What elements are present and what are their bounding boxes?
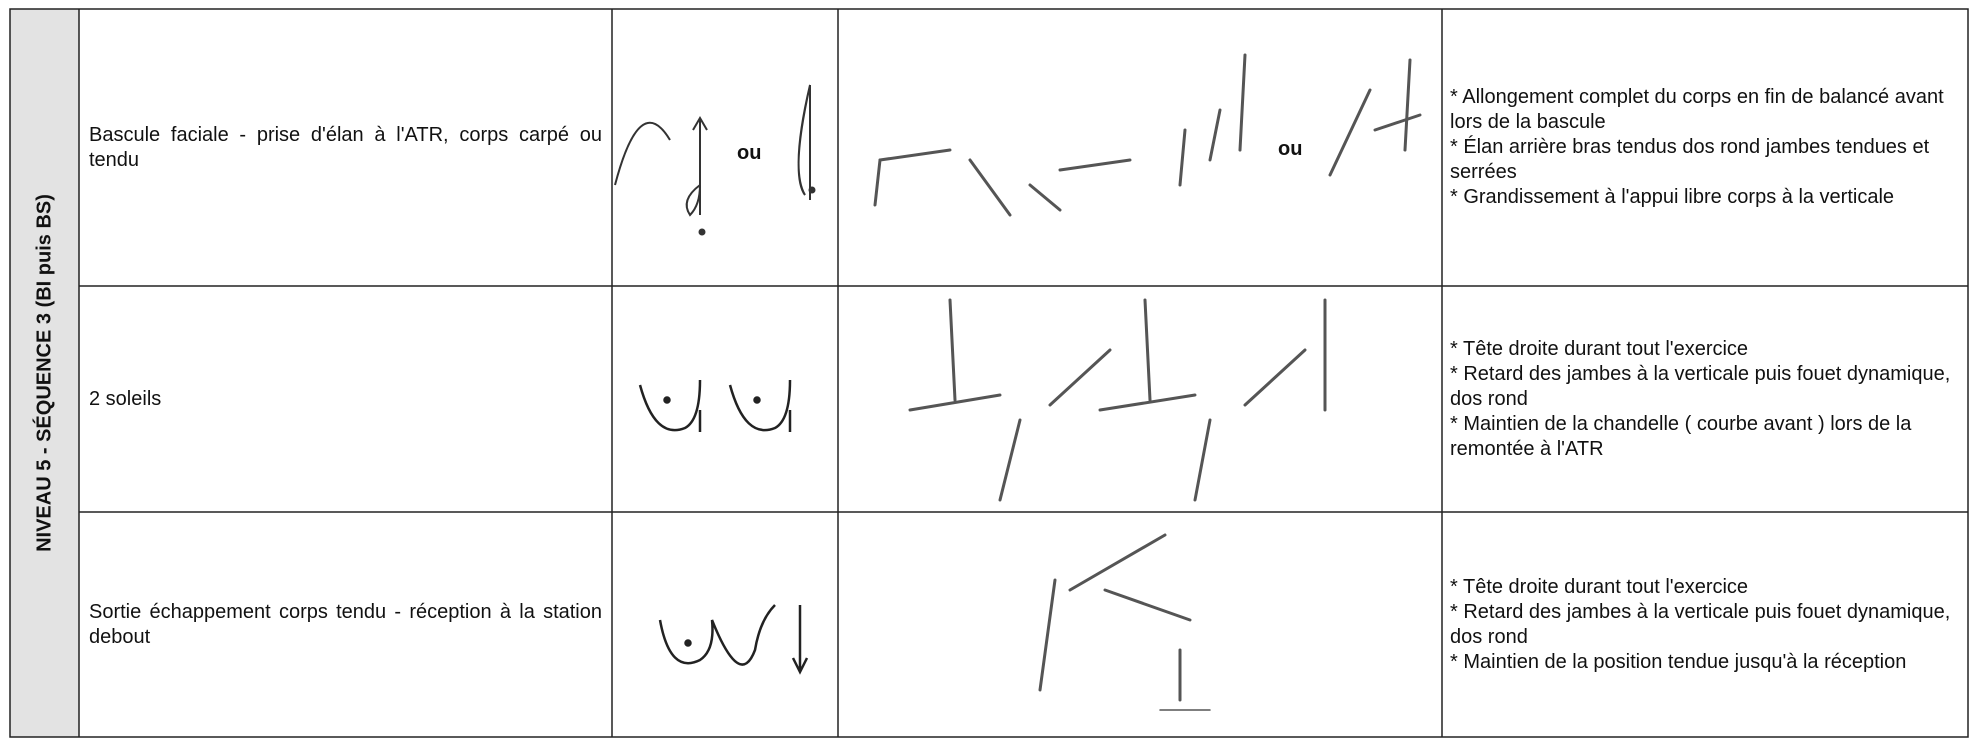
- criterion: * Élan arrière bras tendus dos rond jamb…: [1450, 136, 1930, 183]
- element-text: 2 soleils: [89, 387, 162, 410]
- criterion: * Retard des jambes à la verticale puis …: [1450, 362, 1951, 410]
- element-text: Bascule faciale - prise d'élan à l'ATR, …: [89, 123, 602, 171]
- row-lines: [79, 285, 1968, 513]
- criteria-cell: * Tête droite durant tout l'exercice * Re…: [1442, 286, 1968, 512]
- criterion: * Tête droite durant tout l'exercice: [1450, 337, 1749, 360]
- figures-row2: [908, 298, 1327, 502]
- column-lines: [78, 9, 1443, 737]
- criteria-cell: * Tête droite durant tout l'exercice * Re…: [1442, 512, 1968, 737]
- element-cell: Sortie échappement corps tendu - récepti…: [79, 512, 612, 737]
- or-label: ou: [1278, 138, 1303, 160]
- criterion: * Maintien de la chandelle ( courbe avan…: [1450, 412, 1912, 460]
- symbol-row2: [638, 379, 792, 432]
- criteria-cell: * Allongement complet du corps en fin de…: [1442, 9, 1968, 286]
- table-border: [9, 8, 1969, 738]
- or-label: ou: [737, 142, 762, 164]
- criterion: * Tête droite durant tout l'exercice: [1450, 575, 1749, 598]
- side-header: NIVEAU 5 - SÉQUENCE 3 (BI puis BS): [10, 9, 79, 737]
- figures-row3: [1038, 533, 1211, 711]
- symbol-row3: [658, 604, 809, 675]
- symbol-row1: [614, 84, 816, 236]
- element-cell: Bascule faciale - prise d'élan à l'ATR, …: [79, 9, 612, 286]
- criterion: * Maintien de la position tendue jusqu'à…: [1450, 650, 1907, 673]
- criterion: * Grandissement à l'appui libre corps à …: [1450, 186, 1895, 208]
- element-cell: 2 soleils: [79, 286, 612, 512]
- element-text: Sortie échappement corps tendu - récepti…: [89, 600, 602, 648]
- criterion: * Allongement complet du corps en fin de…: [1450, 86, 1944, 133]
- criterion: * Retard des jambes à la verticale puis …: [1450, 600, 1951, 648]
- figures-row1: [873, 53, 1422, 217]
